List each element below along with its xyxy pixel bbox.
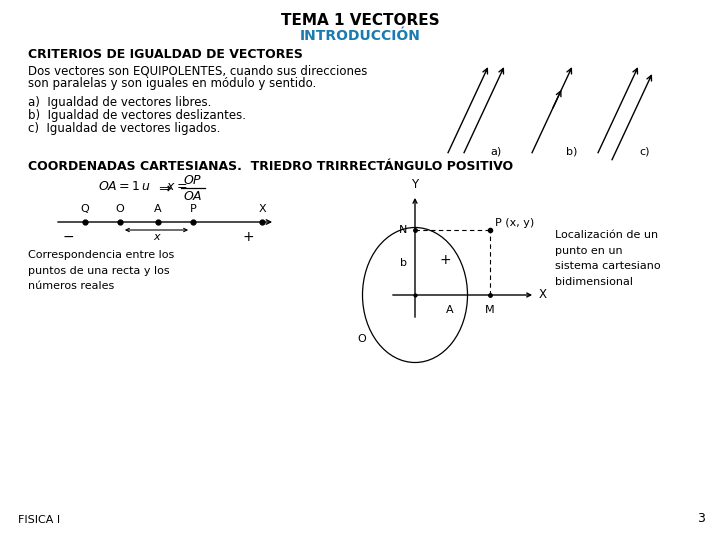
Text: Q: Q [81, 204, 89, 214]
Text: $OA = 1\,u$: $OA = 1\,u$ [99, 180, 151, 193]
Text: c): c) [640, 147, 650, 157]
Text: COORDENADAS CARTESIANAS.  TRIEDRO TRIRRECTÁNGULO POSITIVO: COORDENADAS CARTESIANAS. TRIEDRO TRIRREC… [28, 160, 513, 173]
Text: TEMA 1 VECTORES: TEMA 1 VECTORES [281, 13, 439, 28]
Text: X: X [539, 288, 547, 301]
Text: P (x, y): P (x, y) [495, 218, 534, 228]
Text: c)  Igualdad de vectores ligados.: c) Igualdad de vectores ligados. [28, 122, 220, 135]
Text: Dos vectores son EQUIPOLENTES, cuando sus direcciones: Dos vectores son EQUIPOLENTES, cuando su… [28, 64, 367, 77]
Text: Y: Y [411, 178, 418, 191]
Text: X: X [258, 204, 266, 214]
Text: b: b [400, 258, 407, 268]
Text: +: + [242, 230, 254, 244]
Text: Correspondencia entre los
puntos de una recta y los
números reales: Correspondencia entre los puntos de una … [28, 250, 174, 291]
Text: A: A [446, 305, 454, 315]
Text: $\Rightarrow$: $\Rightarrow$ [156, 179, 174, 194]
Text: $OA$: $OA$ [183, 190, 203, 202]
Text: Localización de un
punto en un
sistema cartesiano
bidimensional: Localización de un punto en un sistema c… [555, 230, 661, 287]
Text: +: + [439, 253, 451, 267]
Text: O: O [357, 334, 366, 344]
Text: a)  Igualdad de vectores libres.: a) Igualdad de vectores libres. [28, 96, 212, 109]
Text: N: N [399, 225, 407, 235]
Text: a): a) [490, 147, 502, 157]
Text: CRITERIOS DE IGUALDAD DE VECTORES: CRITERIOS DE IGUALDAD DE VECTORES [28, 48, 303, 61]
Text: O: O [116, 204, 125, 214]
Text: M: M [485, 305, 495, 315]
Text: $OP$: $OP$ [184, 174, 202, 187]
Text: 3: 3 [697, 512, 705, 525]
Text: b): b) [567, 147, 577, 157]
Text: $x =$: $x =$ [166, 180, 188, 193]
Text: A: A [154, 204, 162, 214]
Text: b)  Igualdad de vectores deslizantes.: b) Igualdad de vectores deslizantes. [28, 109, 246, 122]
Text: $x$: $x$ [153, 232, 161, 242]
Text: FISICA I: FISICA I [18, 515, 60, 525]
Text: P: P [189, 204, 197, 214]
Text: −: − [62, 230, 74, 244]
Text: son paralelas y son iguales en módulo y sentido.: son paralelas y son iguales en módulo y … [28, 77, 316, 90]
Text: INTRODUCCIÓN: INTRODUCCIÓN [300, 29, 420, 43]
